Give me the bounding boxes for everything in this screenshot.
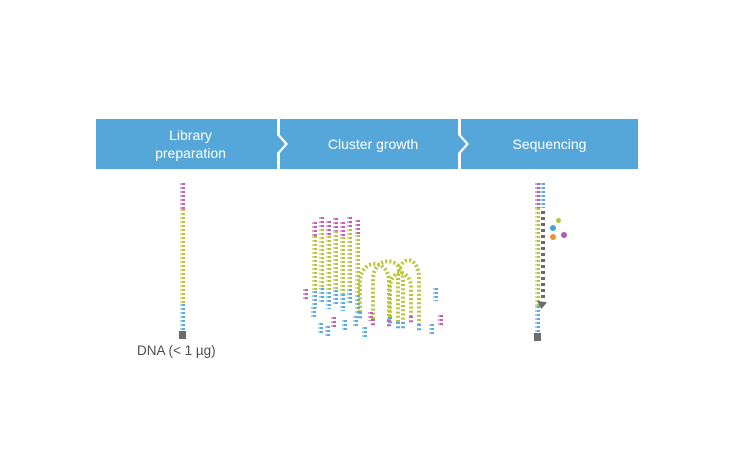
stage-segment-library-preparation: Library preparation (96, 119, 285, 169)
cluster-strand-1-segment (319, 288, 324, 304)
dna-amount-caption: DNA (< 1 µg) (137, 343, 216, 358)
bridge-amplification-arches (358, 258, 421, 332)
cluster-strand-5-segment (347, 229, 352, 289)
nucleotide-dot (550, 225, 556, 231)
bridge-arch-3 (396, 258, 421, 324)
library-dna-strand-segment (180, 304, 185, 330)
cluster-fragment (438, 315, 443, 325)
cluster-fragment (429, 324, 434, 336)
cluster-strand-6-segment (355, 235, 360, 295)
sequencing-template-strand-segment (535, 306, 540, 332)
sequencing-template-strand-segment (535, 183, 540, 208)
nucleotide-dot (556, 218, 561, 223)
cluster-strand-3-segment (333, 231, 338, 290)
synthesis-direction-arrow-icon (537, 301, 547, 309)
cluster-fragment (368, 312, 373, 321)
stage-label-library-preparation: Library preparation (155, 126, 226, 161)
stage-label-sequencing: Sequencing (512, 135, 587, 152)
cluster-strand-5-segment (347, 217, 352, 229)
cluster-strand-3-segment (333, 218, 338, 231)
cluster-fragment (318, 323, 323, 334)
nucleotide-dot (561, 232, 567, 238)
cluster-strand-2-segment (326, 236, 331, 292)
stage-segment-cluster-growth: Cluster growth (280, 119, 466, 169)
sequencing-template-strand-anchor (534, 333, 541, 341)
cluster-fragment (342, 320, 347, 332)
library-dna-strand-anchor (179, 331, 186, 339)
sequencing-primer-start (540, 183, 545, 208)
cluster-strand-6-segment (355, 220, 360, 235)
cluster-fragment (362, 327, 367, 337)
cluster-fragment (311, 307, 316, 318)
sequencing-synthesis-line (541, 211, 545, 299)
stage-label-cluster-growth: Cluster growth (327, 135, 419, 152)
cluster-strand-3-segment (333, 290, 338, 305)
bridge-arch-2 (388, 271, 413, 317)
library-dna-strand-segment (180, 209, 185, 304)
cluster-fragment (325, 326, 330, 336)
cluster-fragment (353, 316, 358, 326)
cluster-strand-0-segment (312, 291, 317, 308)
cluster-fragment (303, 289, 308, 301)
cluster-strand-6-segment (355, 295, 360, 314)
cluster-strand-4-segment (340, 237, 345, 294)
sequencing-template-strand-segment (535, 208, 540, 306)
cluster-strand-1-segment (319, 217, 324, 229)
stage-segment-sequencing: Sequencing (461, 119, 638, 169)
cluster-fragment (331, 317, 336, 328)
cluster-strand-4-segment (340, 294, 345, 311)
nucleotide-dot (550, 234, 556, 240)
cluster-strand-0-segment (312, 222, 317, 236)
library-dna-strand-segment (180, 183, 185, 209)
cluster-strand-0-segment (312, 236, 317, 291)
cluster-strand-2-segment (326, 292, 331, 309)
bridge-arch-0 (358, 262, 391, 320)
cluster-strand-2-segment (326, 221, 331, 236)
cluster-strand-5-segment (347, 289, 352, 305)
cluster-fragment (433, 288, 438, 301)
cluster-strand-4-segment (340, 222, 345, 237)
cluster-strand-1-segment (319, 229, 324, 288)
